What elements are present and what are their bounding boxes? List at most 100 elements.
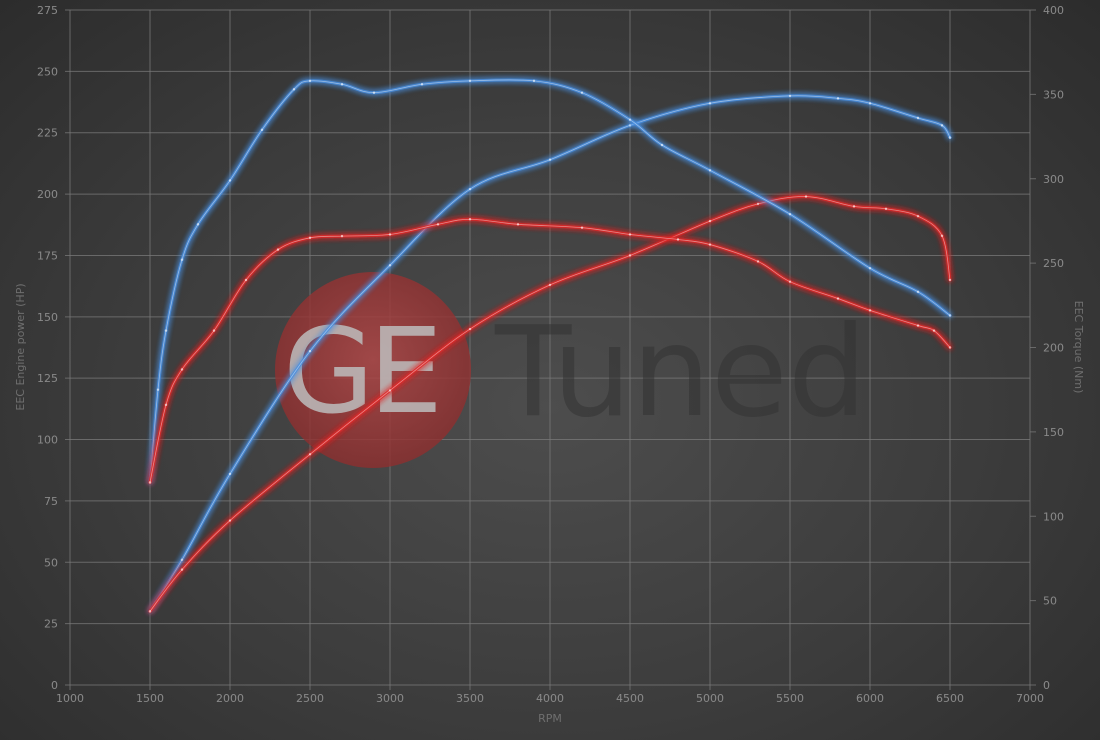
data-point [308, 453, 312, 456]
y2-tick-label: 250 [1043, 257, 1064, 270]
data-point [196, 223, 200, 226]
data-point [708, 102, 712, 105]
data-point [156, 388, 160, 391]
data-point [164, 403, 168, 407]
data-point [884, 207, 888, 211]
x-tick-label: 2000 [216, 692, 244, 705]
data-point [836, 97, 840, 100]
svg-text:Tuned: Tuned [494, 300, 867, 445]
data-point [628, 118, 632, 121]
data-point [948, 278, 952, 282]
series-line-highlight-2 [149, 79, 951, 483]
data-point [708, 169, 712, 172]
data-point [180, 368, 184, 371]
data-point [468, 187, 472, 191]
data-point [228, 519, 232, 522]
data-point [756, 202, 760, 206]
data-point [388, 389, 392, 392]
data-point [212, 329, 216, 332]
axes: 1000 1500 2000 2500 3000 3500 4000 4500 5000 5500… [37, 4, 1064, 705]
data-point [244, 278, 248, 282]
data-point [948, 346, 952, 349]
y-tick-label: 100 [37, 434, 58, 447]
y-tick-label: 225 [37, 127, 58, 140]
data-point [308, 236, 312, 240]
data-point [628, 124, 632, 127]
data-point [388, 233, 392, 236]
y2-tick-label: 0 [1043, 679, 1050, 692]
data-point [308, 349, 312, 353]
data-point [164, 329, 168, 332]
data-point [916, 290, 920, 294]
y-axis-label: EEC Engine power (HP) [14, 283, 27, 410]
y-tick-label: 25 [44, 618, 58, 631]
data-point [148, 481, 152, 484]
data-point [916, 214, 920, 218]
data-point [756, 260, 760, 263]
x-tick-label: 1000 [56, 692, 84, 705]
x-tick-label: 1500 [136, 692, 164, 705]
data-point [228, 179, 232, 182]
x-axis-label: RPM [538, 712, 562, 725]
data-point [468, 218, 472, 221]
data-point [580, 91, 584, 94]
y-tick-label: 250 [37, 65, 58, 78]
x-tick-label: 3000 [376, 692, 404, 705]
x-tick-label: 5000 [696, 692, 724, 705]
data-point [292, 88, 296, 91]
data-point [868, 266, 872, 270]
grid [65, 9, 1031, 690]
series-line-highlight-0 [149, 95, 951, 612]
data-point [180, 558, 184, 562]
data-point [788, 212, 792, 216]
data-point [940, 234, 944, 238]
data-point [372, 91, 376, 94]
data-point [388, 264, 392, 267]
x-tick-label: 3500 [456, 692, 484, 705]
data-point [676, 238, 680, 241]
data-point [708, 219, 712, 223]
y-tick-label: 150 [37, 311, 58, 324]
data-point [948, 314, 952, 317]
data-point [788, 94, 792, 98]
y2-tick-label: 350 [1043, 88, 1064, 101]
y2-tick-label: 400 [1043, 4, 1064, 17]
data-point [180, 568, 184, 571]
y2-tick-label: 100 [1043, 510, 1064, 523]
data-point [468, 79, 472, 83]
y2-tick-label: 200 [1043, 342, 1064, 355]
data-point [340, 234, 344, 238]
data-point [516, 223, 520, 226]
x-tick-label: 5500 [776, 692, 804, 705]
data-point [148, 610, 152, 613]
y-tick-label: 275 [37, 4, 58, 17]
data-point [548, 158, 552, 161]
data-point [948, 136, 952, 139]
y2-tick-label: 300 [1043, 173, 1064, 186]
data-point [940, 124, 944, 127]
x-tick-label: 2500 [296, 692, 324, 705]
data-point [340, 83, 344, 86]
data-point [276, 248, 280, 251]
data-point [788, 280, 792, 283]
y-tick-label: 75 [44, 495, 58, 508]
series-lines [148, 78, 952, 613]
data-point [836, 297, 840, 300]
x-tick-label: 6000 [856, 692, 884, 705]
data-point [916, 116, 920, 120]
data-point [468, 327, 472, 331]
data-point [804, 195, 808, 198]
data-point [868, 102, 872, 105]
data-point [852, 205, 856, 208]
y2-axis-label: EEC Torque (Nm) [1072, 301, 1085, 394]
data-point [708, 243, 712, 246]
data-point [548, 283, 552, 287]
getuned-logo-watermark: Tuned GE [275, 272, 867, 468]
data-point [228, 472, 232, 476]
x-tick-label: 4000 [536, 692, 564, 705]
data-point [628, 233, 632, 236]
y2-tick-label: 150 [1043, 426, 1064, 439]
data-point [532, 79, 536, 83]
y-tick-label: 0 [51, 679, 58, 692]
